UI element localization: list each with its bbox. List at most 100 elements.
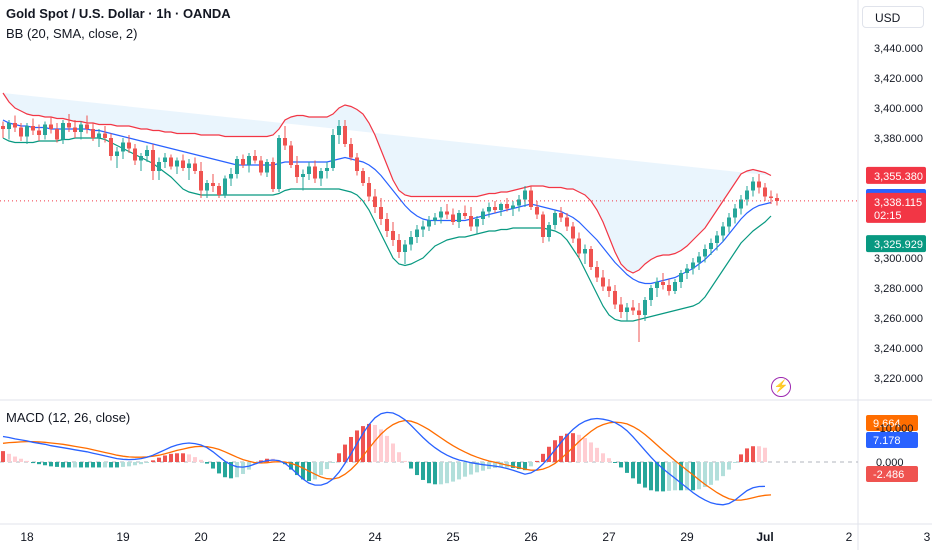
macd-histogram-bar: [79, 462, 83, 468]
macd-histogram-bar: [421, 462, 425, 480]
candle-body: [343, 126, 347, 144]
candle-body: [289, 145, 293, 165]
candle: [361, 168, 365, 186]
bb-upper-badge: 3,355.380: [866, 166, 926, 184]
macd-histogram-bar: [733, 462, 737, 463]
macd-histogram-bar: [481, 462, 485, 471]
candle: [739, 195, 743, 215]
bb-lower-badge-bg: [866, 235, 926, 253]
candle-body: [229, 174, 233, 179]
candle: [631, 300, 635, 315]
macd-histogram-bar: [349, 436, 353, 462]
candle: [733, 204, 737, 224]
candle: [475, 216, 479, 234]
macd-histogram-bar: [337, 453, 341, 462]
candle-body: [37, 130, 41, 135]
candle-body: [391, 231, 395, 240]
signal-badge-text: 9.664: [873, 418, 901, 430]
candle: [223, 175, 227, 198]
candle: [553, 210, 557, 230]
candle: [349, 138, 353, 161]
candle-body: [589, 249, 593, 267]
candle-body: [667, 285, 671, 291]
candle: [73, 120, 77, 138]
macd-line: [2, 411, 766, 506]
candle-body: [553, 213, 557, 225]
macd-histogram-bar: [355, 430, 359, 462]
price-tick-label: 3,260.000: [874, 313, 923, 325]
candle: [379, 198, 383, 225]
bollinger-bands-legend[interactable]: BB (20, SMA, close, 2): [6, 26, 138, 41]
candle-body: [469, 216, 473, 227]
candle: [595, 261, 599, 282]
candle-body: [691, 262, 695, 269]
candle: [193, 157, 197, 174]
time-tick-label: 19: [116, 530, 130, 544]
candle-body: [523, 190, 527, 200]
price-tick-label: 3,220.000: [874, 373, 923, 385]
time-tick-label: 20: [194, 530, 208, 544]
candle: [325, 162, 329, 179]
candle: [199, 162, 203, 198]
candle-body: [721, 226, 725, 236]
macd-histogram-bar: [613, 462, 617, 463]
candle-body: [565, 217, 569, 227]
candle-body: [13, 123, 17, 128]
candle: [457, 210, 461, 228]
candle: [709, 238, 713, 255]
candle: [247, 153, 251, 173]
macd-histogram-bar: [61, 462, 65, 468]
macd-histogram-bar: [475, 462, 479, 473]
macd-legend[interactable]: MACD (12, 26, close): [6, 410, 131, 425]
candle: [703, 244, 707, 263]
macd-histogram-bar: [379, 429, 383, 462]
candle-body: [295, 165, 299, 177]
candle: [649, 285, 653, 306]
macd-histogram-bar: [631, 462, 635, 479]
bb-lower-badge-text: 3,325.929: [874, 239, 923, 251]
macd-histogram-bar: [151, 460, 155, 462]
price-tick-label: 3,240.000: [874, 343, 923, 355]
candle: [283, 126, 287, 150]
macd-histogram-bar: [205, 462, 209, 464]
candle: [409, 231, 413, 251]
macd-histogram-bar: [403, 460, 407, 462]
candle: [745, 186, 749, 206]
macd-histogram-bar: [319, 462, 323, 476]
candle-body: [91, 129, 95, 138]
currency-selector[interactable]: USD: [862, 6, 924, 28]
macd-histogram-bar: [523, 462, 527, 471]
candle: [343, 120, 347, 147]
candle: [655, 277, 659, 297]
macd-histogram-bar: [565, 433, 569, 462]
candle-body: [367, 183, 371, 197]
macd-histogram-bar: [409, 462, 413, 469]
macd-histogram-bar: [109, 462, 113, 468]
candle: [55, 123, 59, 143]
candle-body: [1, 126, 5, 129]
candle-body: [301, 174, 305, 177]
candle-body: [277, 138, 281, 189]
macd-histogram-bar: [235, 462, 239, 478]
candle-body: [535, 207, 539, 215]
candle: [139, 153, 143, 171]
candle: [661, 273, 665, 290]
candle: [637, 303, 641, 342]
macd-histogram-bar: [199, 459, 203, 462]
candle: [679, 270, 683, 288]
macd-histogram-bar: [31, 462, 35, 464]
macd-histogram-bar: [529, 462, 533, 467]
macd-histogram-bar: [463, 462, 467, 477]
macd-badge-bg: [866, 432, 918, 448]
candle: [757, 174, 761, 194]
time-tick-label: 22: [272, 530, 286, 544]
candle: [163, 153, 167, 168]
candle-body: [757, 181, 761, 188]
lightning-bolt-icon[interactable]: ⚡: [771, 377, 791, 397]
candle-body: [319, 171, 323, 179]
candle-body: [49, 124, 53, 129]
candle-body: [259, 160, 263, 173]
